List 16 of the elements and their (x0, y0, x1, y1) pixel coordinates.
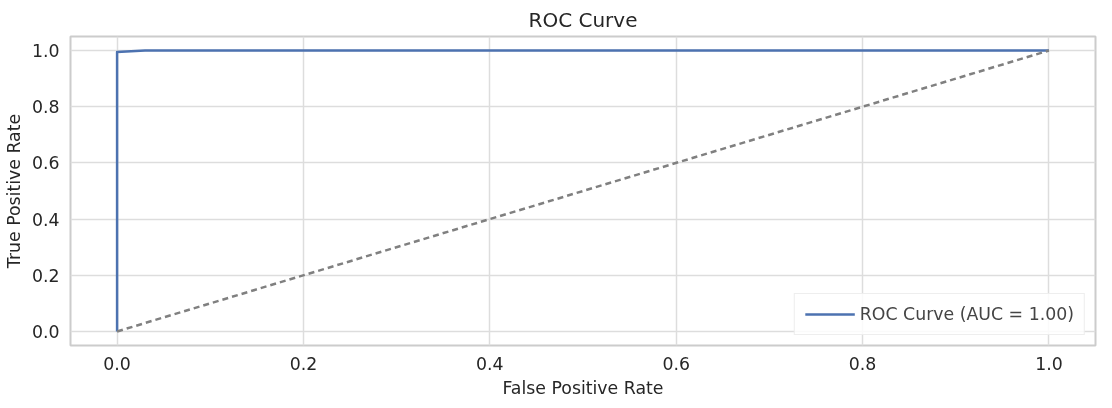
x-tick-label: 0.8 (848, 353, 877, 374)
x-tick-label: 1.0 (1035, 353, 1063, 374)
y-axis-title: True Positive Rate (3, 113, 24, 270)
legend-label: ROC Curve (AUC = 1.00) (859, 304, 1074, 324)
y-tick-label: 0.4 (31, 209, 60, 230)
y-tick-label: 0.6 (31, 153, 60, 174)
chart-title: ROC Curve (528, 7, 638, 32)
y-tick-label: 1.0 (31, 41, 60, 62)
x-tick-label: 0.4 (476, 353, 504, 374)
y-tick-label: 0.8 (31, 97, 60, 118)
x-tick-label: 0.2 (289, 353, 318, 374)
x-tick-label: 0.6 (662, 353, 690, 374)
x-axis-title: False Positive Rate (502, 377, 664, 398)
x-tick-label: 0.0 (103, 353, 131, 374)
y-tick-label: 0.2 (31, 265, 60, 286)
y-tick-label: 0.0 (31, 321, 60, 342)
